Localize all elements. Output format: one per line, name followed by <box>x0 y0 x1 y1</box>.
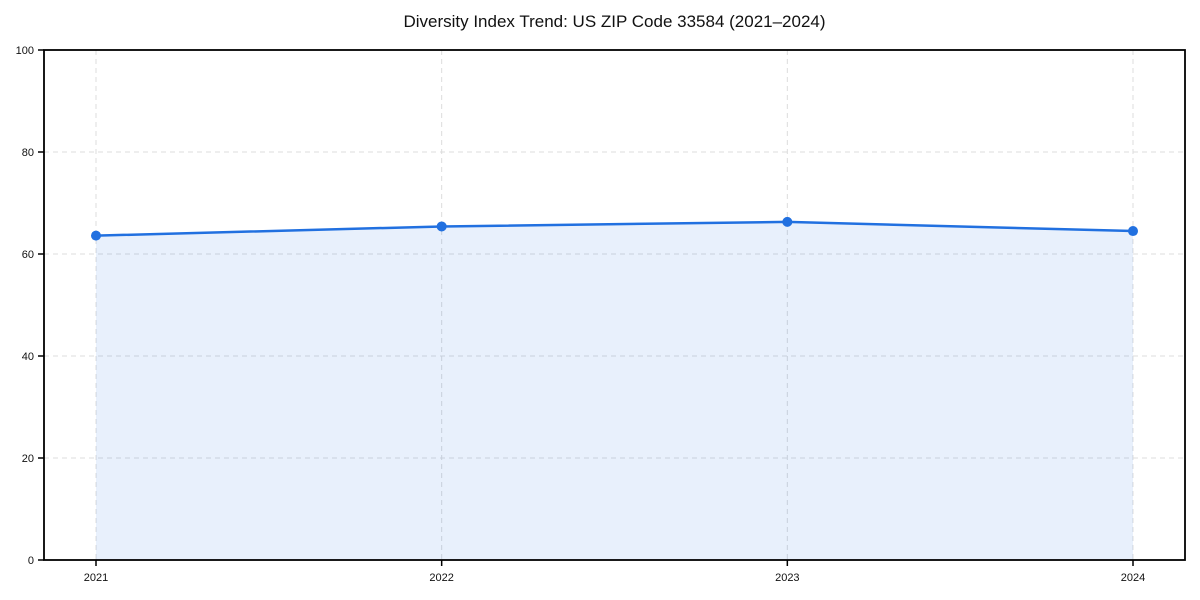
x-tick-label: 2024 <box>1121 572 1145 584</box>
y-tick-label: 60 <box>22 249 34 261</box>
data-point-2023 <box>782 216 793 227</box>
y-tick-label: 0 <box>28 555 34 567</box>
plot-frame <box>43 49 1186 561</box>
x-tick-label: 2021 <box>84 572 108 584</box>
data-point-2021 <box>91 230 101 241</box>
y-tick-label: 20 <box>22 453 34 465</box>
y-tick-label: 100 <box>16 45 34 57</box>
y-tick-label: 40 <box>22 351 34 363</box>
data-point-2024 <box>1128 226 1138 237</box>
x-tick-label: 2022 <box>429 572 453 584</box>
x-tick-label: 2023 <box>775 572 799 584</box>
trend-line <box>94 220 1135 237</box>
chart-title: Diversity Index Trend: US ZIP Code 33584… <box>403 12 826 31</box>
y-tick-label: 80 <box>22 147 34 159</box>
data-point-2022 <box>436 221 447 232</box>
area-fill <box>96 221 1133 560</box>
